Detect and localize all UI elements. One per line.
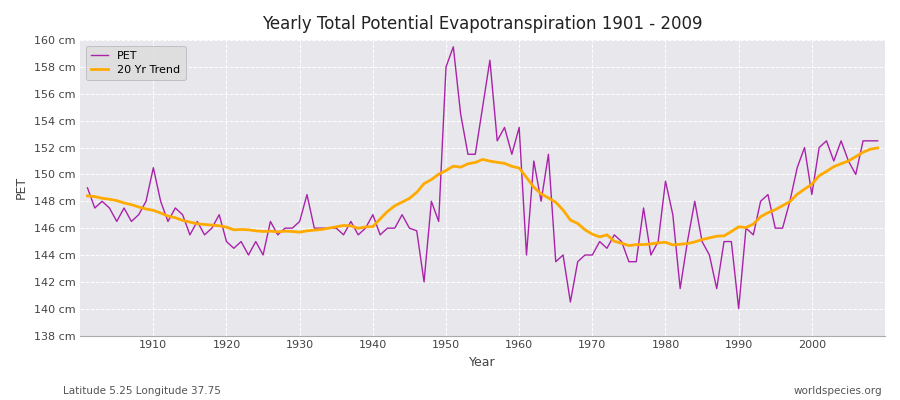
PET bbox=[734, 306, 744, 311]
PET bbox=[609, 232, 620, 237]
Text: worldspecies.org: worldspecies.org bbox=[794, 386, 882, 396]
PET bbox=[514, 125, 525, 130]
Legend: PET, 20 Yr Trend: PET, 20 Yr Trend bbox=[86, 46, 185, 80]
PET bbox=[302, 192, 312, 197]
PET bbox=[521, 253, 532, 258]
Text: Latitude 5.25 Longitude 37.75: Latitude 5.25 Longitude 37.75 bbox=[63, 386, 220, 396]
PET bbox=[140, 199, 151, 204]
20 Yr Trend bbox=[601, 232, 612, 237]
Line: 20 Yr Trend: 20 Yr Trend bbox=[87, 148, 878, 246]
20 Yr Trend bbox=[346, 224, 356, 228]
PET bbox=[448, 44, 459, 49]
20 Yr Trend bbox=[302, 228, 312, 233]
X-axis label: Year: Year bbox=[469, 356, 496, 369]
20 Yr Trend bbox=[624, 243, 634, 248]
Line: PET: PET bbox=[87, 47, 878, 309]
20 Yr Trend bbox=[140, 207, 151, 212]
Y-axis label: PET: PET bbox=[15, 176, 28, 200]
PET bbox=[872, 138, 883, 143]
Title: Yearly Total Potential Evapotranspiration 1901 - 2009: Yearly Total Potential Evapotranspiratio… bbox=[262, 15, 703, 33]
20 Yr Trend bbox=[872, 146, 883, 150]
20 Yr Trend bbox=[507, 164, 517, 169]
20 Yr Trend bbox=[82, 194, 93, 198]
20 Yr Trend bbox=[514, 166, 525, 170]
PET bbox=[82, 186, 93, 190]
PET bbox=[346, 219, 356, 224]
